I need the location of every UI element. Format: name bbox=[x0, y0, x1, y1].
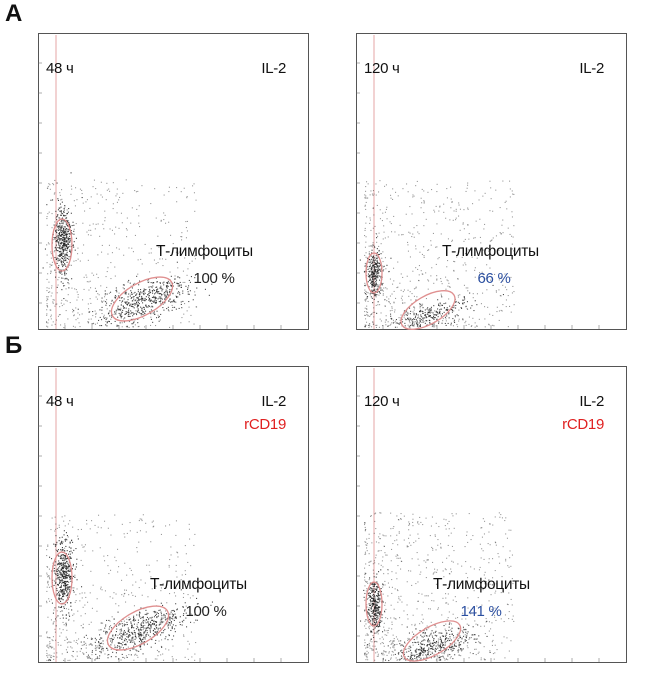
plot-frame bbox=[38, 366, 309, 663]
plot-frame bbox=[38, 33, 309, 330]
gate-ellipse-small bbox=[365, 581, 383, 627]
dot-plot-canvas bbox=[356, 366, 627, 663]
flow-plot-b-48h: 48 ч IL-2 rCD19 Т-лимфоциты 100 % bbox=[38, 366, 310, 663]
flow-plot-a-48h: 48 ч IL-2 Т-лимфоциты 100 % bbox=[38, 33, 310, 330]
gate-ellipse-small bbox=[365, 252, 383, 294]
population-label: Т-лимфоциты bbox=[150, 576, 247, 593]
percent-label: 100 % bbox=[185, 603, 227, 620]
population-label: Т-лимфоциты bbox=[442, 243, 539, 260]
cytokine-label: IL-2 bbox=[579, 60, 604, 77]
dot-plot-canvas bbox=[356, 33, 627, 330]
time-label: 120 ч bbox=[364, 60, 400, 77]
plot-frame bbox=[356, 33, 627, 330]
gate-ellipse-lymphocytes bbox=[106, 605, 170, 651]
event-dots bbox=[359, 180, 515, 328]
gate-ellipse-small bbox=[51, 218, 73, 272]
axis-ticks bbox=[356, 62, 600, 329]
flow-plot-b-120h: 120 ч IL-2 rCD19 Т-лимфоциты 141 % bbox=[356, 366, 628, 663]
section-label-b: Б bbox=[5, 332, 23, 359]
percent-label: 66 % bbox=[477, 270, 511, 287]
population-label: Т-лимфоциты bbox=[156, 243, 253, 260]
axis-ticks bbox=[38, 62, 282, 329]
dot-plot-canvas bbox=[38, 366, 309, 663]
axis-ticks bbox=[38, 395, 282, 662]
gate-ellipse-lymphocytes bbox=[400, 290, 456, 330]
gate-ellipse-lymphocytes bbox=[402, 620, 462, 662]
gate-ellipse-lymphocytes bbox=[110, 276, 174, 322]
factor-label: rCD19 bbox=[562, 416, 604, 433]
factor-label: rCD19 bbox=[244, 416, 286, 433]
percent-label: 141 % bbox=[460, 603, 502, 620]
percent-label: 100 % bbox=[193, 270, 235, 287]
flow-plot-a-120h: 120 ч IL-2 Т-лимфоциты 66 % bbox=[356, 33, 628, 330]
time-label: 120 ч bbox=[364, 393, 400, 410]
cytokine-label: IL-2 bbox=[261, 393, 286, 410]
plot-frame bbox=[356, 366, 627, 663]
dot-plot-canvas bbox=[38, 33, 309, 330]
section-label-a: А bbox=[5, 0, 23, 27]
gate-ellipse-small bbox=[51, 551, 73, 605]
time-label: 48 ч bbox=[46, 60, 74, 77]
time-label: 48 ч bbox=[46, 393, 74, 410]
cytokine-label: IL-2 bbox=[579, 393, 604, 410]
cytokine-label: IL-2 bbox=[261, 60, 286, 77]
population-label: Т-лимфоциты bbox=[433, 576, 530, 593]
